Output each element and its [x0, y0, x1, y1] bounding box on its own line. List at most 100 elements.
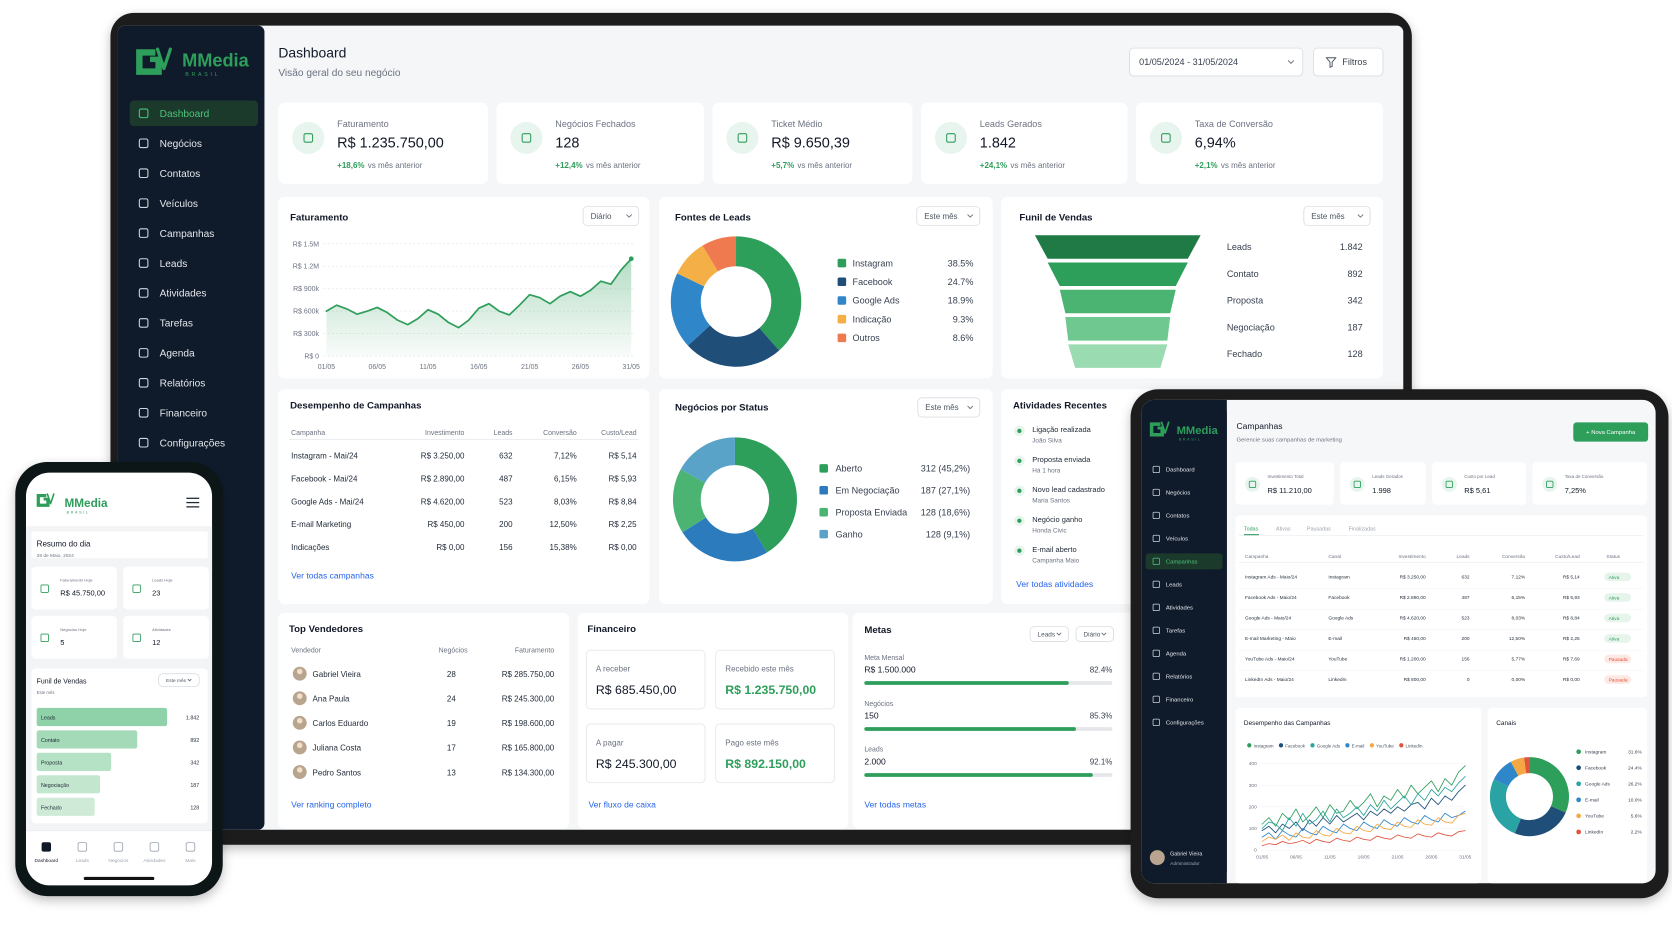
button-label[interactable]: Este mês	[924, 212, 957, 221]
activity-sub: Há 1 hora	[1032, 468, 1061, 475]
button-label[interactable]: Este mês	[1311, 212, 1344, 221]
button-label[interactable]: Este mês	[925, 403, 958, 412]
kpi-value: 6,94%	[1195, 136, 1236, 152]
legend-value: 18.9%	[948, 296, 974, 306]
legend-swatch	[1576, 749, 1581, 755]
y-tick-label: 300	[1249, 783, 1257, 789]
nav-item[interactable]: Dashboard	[1166, 468, 1195, 474]
bottom-nav-item[interactable]: Negócios	[108, 858, 129, 864]
dropdown-button[interactable]	[917, 397, 981, 418]
icon	[1152, 557, 1160, 565]
progress-bar	[864, 681, 1069, 685]
legend-label: Aberto	[835, 464, 862, 474]
card-title: Top Vendedores	[289, 624, 363, 635]
button-label[interactable]: Diário	[1084, 631, 1101, 638]
icon	[185, 842, 196, 852]
kpi-icon-bg	[1245, 476, 1260, 492]
kpi-label: Ticket Médio	[771, 119, 822, 129]
button-label[interactable]: Leads	[1038, 631, 1055, 638]
nav-item[interactable]: Contatos	[160, 169, 201, 180]
bottom-nav-item[interactable]: Leads	[76, 858, 90, 864]
nav-item[interactable]: Campanhas	[1166, 560, 1198, 566]
icon	[138, 258, 149, 268]
filter-button[interactable]	[1313, 47, 1384, 77]
nav-item[interactable]: Financeiro	[1166, 697, 1194, 703]
nav-item[interactable]: Negócios	[160, 139, 202, 150]
page-subtitle: Visão geral do seu negócio	[278, 68, 401, 79]
tab[interactable]: Finalizadas	[1349, 526, 1376, 532]
logo-mark	[136, 49, 162, 75]
filter-icon	[1325, 57, 1337, 68]
finance-box	[585, 649, 706, 710]
nav-item[interactable]: Configurações	[160, 438, 225, 449]
nav-item[interactable]: Relatórios	[160, 379, 206, 390]
nav-item[interactable]: Dashboard	[160, 109, 210, 120]
tab[interactable]: Pausadas	[1307, 526, 1331, 532]
link[interactable]: Ver todas atividades	[1016, 579, 1093, 589]
nav-item[interactable]: Veículos	[1166, 537, 1188, 543]
nav-item[interactable]: Leads	[1166, 583, 1182, 589]
primary-button-label[interactable]: + Nova Campanha	[1586, 430, 1636, 436]
kpi-change-note: vs mês anterior	[1010, 161, 1065, 170]
table-cell: 6,15%	[554, 475, 577, 484]
nav-item[interactable]: Leads	[160, 259, 188, 270]
nav-item[interactable]: Financeiro	[160, 408, 208, 419]
nav-item[interactable]: Agenda	[1166, 651, 1187, 657]
dropdown-button[interactable]	[1075, 626, 1114, 643]
table-cell: R$ 0,00	[609, 543, 638, 552]
link[interactable]: Ver todas campanhas	[291, 571, 374, 581]
nav-item[interactable]: Tarefas	[160, 319, 193, 330]
status-label: Pausada	[1609, 678, 1628, 684]
kpi-value: R$ 9.650,39	[771, 136, 850, 152]
nav-item[interactable]: Negócios	[1166, 491, 1191, 497]
kpi-label: Leads Gerados	[980, 119, 1043, 129]
dropdown-button[interactable]	[1029, 626, 1070, 643]
date-range[interactable]: 01/05/2024 - 31/05/2024	[1139, 57, 1238, 67]
link[interactable]: Ver ranking completo	[291, 799, 372, 809]
card-title: Atividades Recentes	[1013, 400, 1107, 411]
nav-item[interactable]: Contatos	[1166, 514, 1190, 520]
nav-item[interactable]: Tarefas	[1166, 629, 1185, 635]
finance-label: Pago este mês	[725, 738, 778, 747]
nav-item[interactable]: Agenda	[160, 349, 195, 360]
nav-item[interactable]: Atividades	[160, 289, 207, 300]
card-title: Financeiro	[587, 624, 636, 635]
tab[interactable]: Ativas	[1276, 526, 1291, 532]
button-label[interactable]: Diário	[591, 212, 612, 221]
link[interactable]: Ver fluxo de caixa	[588, 799, 656, 809]
bar-value: 1.842	[186, 716, 199, 722]
bottom-nav-item[interactable]: Dashboard	[35, 858, 59, 864]
dropdown-button[interactable]	[158, 673, 200, 687]
bottom-nav-item[interactable]: Atividades	[143, 858, 166, 864]
nav-item[interactable]: Veículos	[160, 199, 198, 210]
bar-label: Fechado	[41, 805, 62, 811]
primary-button[interactable]	[1573, 422, 1649, 442]
legend-swatch	[819, 464, 828, 473]
kpi-label: Taxa de Conversão	[1195, 119, 1273, 129]
nav-item[interactable]: Configurações	[1166, 720, 1204, 726]
nav-item[interactable]: Relatórios	[1166, 674, 1193, 680]
date-picker[interactable]	[1129, 47, 1304, 77]
filter-label[interactable]: Filtros	[1342, 57, 1367, 67]
donut-segment	[680, 437, 735, 483]
icon	[1152, 626, 1160, 634]
nav-item[interactable]: Campanhas	[160, 229, 215, 240]
seller-revenue: R$ 198.600,00	[502, 719, 555, 728]
card-title: Fontes de Leads	[675, 212, 751, 223]
dropdown-button[interactable]	[916, 205, 981, 227]
activity-icon	[1017, 458, 1022, 464]
line-end-point	[628, 256, 634, 262]
legend-swatch	[1576, 813, 1581, 819]
kpi-card	[1340, 461, 1426, 505]
bottom-nav-item[interactable]: Mais	[185, 858, 196, 864]
nav-item[interactable]: Atividades	[1166, 606, 1193, 612]
table-cell: 8,03%	[554, 497, 577, 506]
dropdown-button[interactable]	[582, 205, 640, 227]
seller-name: Ana Paula	[313, 694, 350, 703]
dropdown-button[interactable]	[1303, 205, 1371, 227]
link[interactable]: Ver todas metas	[864, 799, 926, 809]
icon	[1152, 511, 1160, 519]
legend-label: YouTube	[1585, 814, 1604, 820]
button-label[interactable]: Este mês	[166, 678, 187, 684]
tab[interactable]: Todas	[1244, 526, 1259, 532]
